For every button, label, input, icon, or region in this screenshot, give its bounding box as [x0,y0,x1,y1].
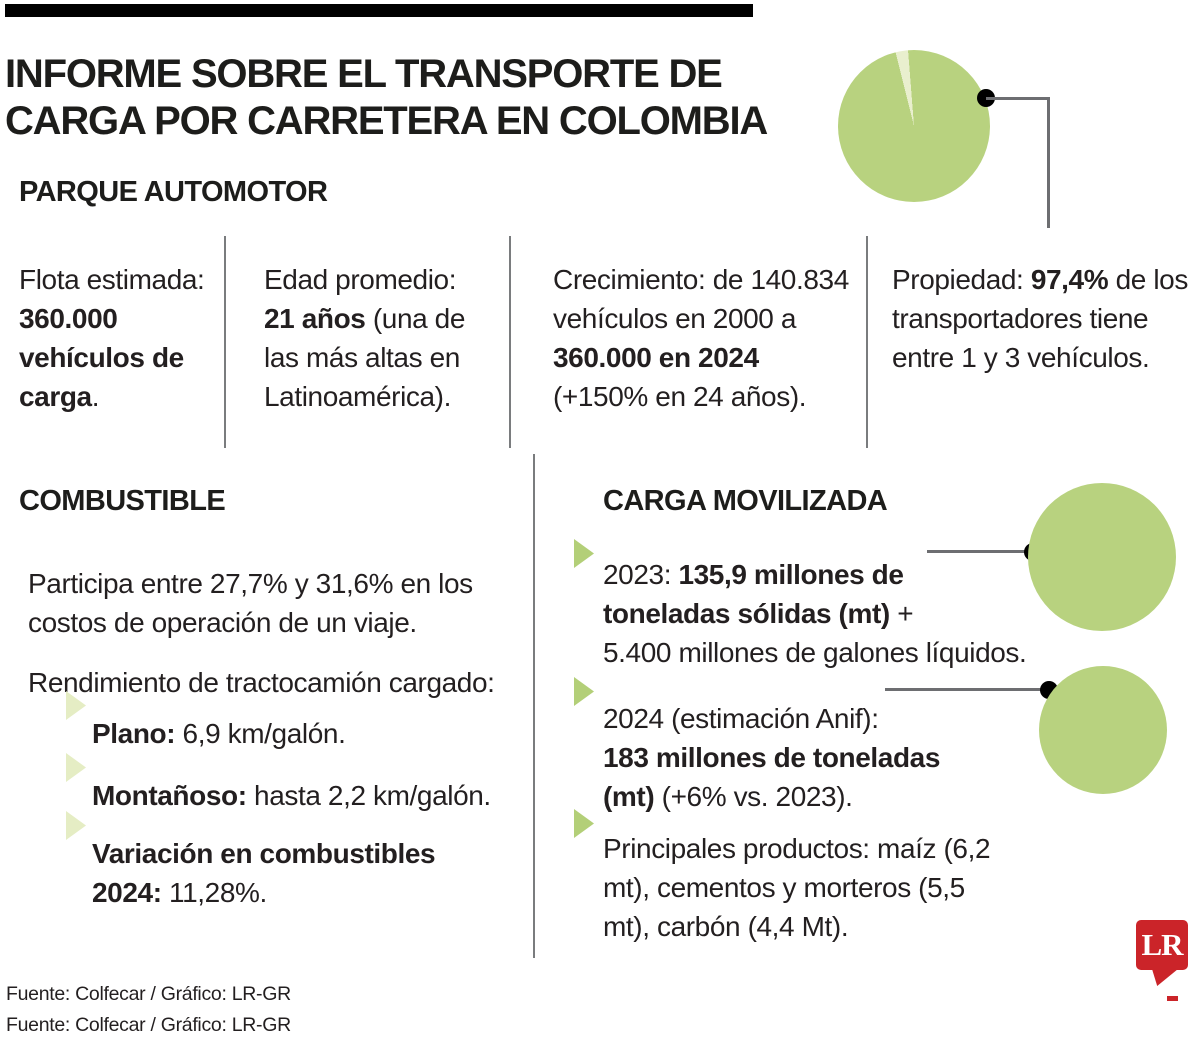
bullet-arrow-icon [574,539,594,568]
bullet-montanoso: Montañoso: hasta 2,2 km/galón. [92,780,491,811]
source-credit: Fuente: Colfecar / Gráfico: LR-GR [6,982,291,1005]
lr-logo-tail-icon [1152,969,1178,986]
lr-logo-text: LR [1141,927,1183,962]
clipped-red-mark [1167,996,1178,1001]
bullet-arrow-icon [66,753,86,782]
bubble-2023-icon [1028,483,1176,631]
section-heading-parque-automotor: PARQUE AUTOMOTOR [19,176,328,209]
combustible-subheading: Rendimiento de tractocamión cargado: [28,667,495,698]
bubble-2024-icon [1039,666,1167,794]
bullet-arrow-icon [574,809,594,838]
bullet-variacion: Variación en combustibles 2024: 11,28%. [92,838,436,908]
title-accent-bar [5,4,753,17]
card-flota-estimada: Flota estimada: 360.000 vehículos de car… [19,264,205,412]
ownership-pie-chart-icon [838,50,990,202]
section-heading-combustible: COMBUSTIBLE [19,485,226,518]
carga-2023-callout-line [927,550,1033,553]
carga-item-productos: Principales productos: maíz (6,2 mt), ce… [603,833,991,942]
bullet-arrow-icon [574,677,594,706]
card-edad-promedio: Edad promedio: 21 años (una de las más a… [264,264,466,412]
carga-item-2023: 2023: 135,9 millones de toneladas sólida… [603,559,1027,668]
bullet-plano: Plano: 6,9 km/galón. [92,718,346,749]
source-credit-clipped-duplicate: Fuente: Colfecar / Gráfico: LR-GR [6,1013,291,1036]
carga-2024-callout-line [885,688,1049,691]
card-divider [224,236,226,448]
pie-callout-line-vertical [1047,97,1050,228]
combustible-intro: Participa entre 27,7% y 31,6% en los cos… [28,568,473,638]
card-divider [509,236,511,448]
page-title: INFORME SOBRE EL TRANSPORTE DE CARGA POR… [5,51,768,143]
lr-logo: LR [1136,920,1188,970]
infographic-canvas: { "header": { "title": "INFORME SOBRE EL… [5,4,1189,1036]
carga-item-2024: 2024 (estimación Anif): 183 millones de … [603,703,941,812]
bullet-arrow-icon [66,811,86,840]
card-divider [866,236,868,448]
section-heading-carga-movilizada: CARGA MOVILIZADA [603,485,888,518]
section-divider [533,454,535,958]
card-crecimiento: Crecimiento: de 140.834 vehículos en 200… [553,264,849,412]
pie-callout-line-horizontal [986,97,1050,100]
card-propiedad: Propiedad: 97,4% de los transportadores … [892,264,1188,373]
